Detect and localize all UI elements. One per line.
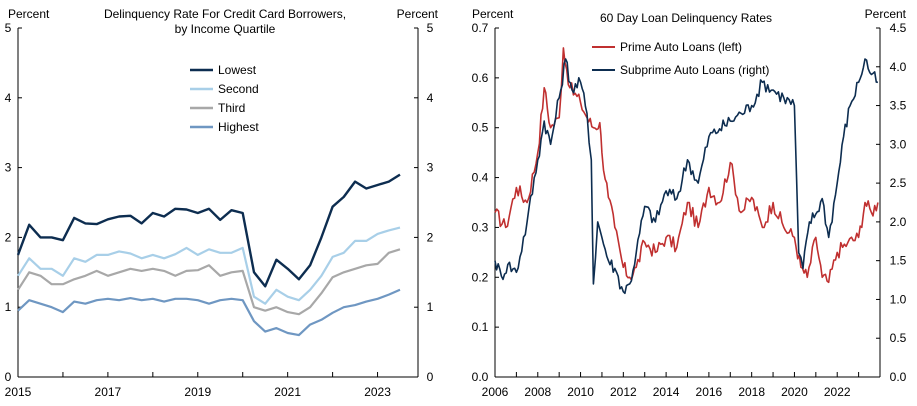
right-chart-legend-label-subprime: Subprime Auto Loans (right) <box>620 63 769 77</box>
right-chart-xtick-label: 2014 <box>653 385 680 399</box>
right-chart-ytick-label-left: 0.3 <box>472 220 489 234</box>
left-chart-ytick-label-right: 4 <box>427 91 434 105</box>
left-chart-legend-label-third: Third <box>218 101 245 115</box>
right-chart-xtick-label: 2010 <box>567 385 594 399</box>
left-chart-ytick-label-left: 1 <box>5 300 12 314</box>
right-chart-ytick-label-left: 0.0 <box>472 370 489 384</box>
right-chart-xtick-label: 2012 <box>610 385 637 399</box>
left-chart-axes: 0 0 1 1 2 2 3 3 4 4 5 5 2015 2017 2019 2021 2023 <box>5 21 434 399</box>
right-chart-series-subprime-auto-line <box>494 58 878 295</box>
right-chart-legend-label-prime: Prime Auto Loans (left) <box>620 40 742 54</box>
right-chart-ylabel-right: Percent <box>865 7 907 21</box>
left-chart-legend-label-highest: Highest <box>218 120 259 134</box>
right-chart-xtick-label: 2016 <box>696 385 723 399</box>
right-chart-ytick-label-right: 0.0 <box>890 370 907 384</box>
left-chart-series-second-line <box>17 226 401 305</box>
left-chart-legend-label-lowest: Lowest <box>218 63 257 77</box>
left-chart-ytick-label-right: 1 <box>427 300 434 314</box>
right-chart-xtick-label: 2022 <box>824 385 851 399</box>
left-chart-legend: Lowest Second Third Highest <box>190 63 259 134</box>
right-chart-xtick-label: 2020 <box>781 385 808 399</box>
left-chart-ytick-label-right: 0 <box>427 370 434 384</box>
right-chart-ytick-label-right: 4.5 <box>890 21 907 35</box>
right-chart-series-prime-auto-line <box>494 47 879 284</box>
credit-card-delinquency-chart: Percent Percent Delinquency Rate For Cre… <box>5 7 439 399</box>
left-chart-xtick-label: 2023 <box>364 385 391 399</box>
left-chart-xtick-label: 2017 <box>95 385 122 399</box>
right-chart-ytick-label-right: 2.5 <box>890 176 907 190</box>
left-chart-xtick-label: 2021 <box>274 385 301 399</box>
left-chart-series <box>16 173 401 337</box>
left-chart-series-third-line <box>17 248 401 316</box>
left-chart-xtick-label: 2015 <box>5 385 32 399</box>
right-chart-ytick-label-left: 0.7 <box>472 21 489 35</box>
left-chart-series-lowest-line <box>16 173 401 288</box>
right-chart-ylabel-left: Percent <box>472 7 514 21</box>
left-chart-ylabel-right: Percent <box>397 7 439 21</box>
right-chart-title: 60 Day Loan Delinquency Rates <box>600 11 772 25</box>
right-chart-xtick-label: 2006 <box>482 385 509 399</box>
right-chart-ytick-label-right: 2.0 <box>890 215 907 229</box>
right-chart-axes: 0.0 0.1 0.2 0.3 0.4 0.5 0.6 0.7 0.0 0.5 1.0 1.5 2.0 2… <box>472 21 907 399</box>
right-chart-ytick-label-left: 0.4 <box>472 171 489 185</box>
right-chart-ytick-label-right: 3.0 <box>890 137 907 151</box>
right-chart-xtick-label: 2008 <box>524 385 551 399</box>
right-chart-ytick-label-left: 0.2 <box>472 270 489 284</box>
right-chart-ytick-label-left: 0.6 <box>472 71 489 85</box>
right-chart-ytick-label-left: 0.1 <box>472 320 489 334</box>
left-chart-ytick-label-right: 2 <box>427 230 434 244</box>
left-chart-ytick-label-left: 0 <box>5 370 12 384</box>
right-chart-series <box>494 47 879 295</box>
auto-loan-delinquency-chart: Percent Percent 60 Day Loan Delinquency … <box>472 7 907 399</box>
left-chart-ytick-label-right: 3 <box>427 161 434 175</box>
left-chart-ylabel-left: Percent <box>8 7 50 21</box>
left-chart-title-line1: Delinquency Rate For Credit Card Borrowe… <box>104 7 346 21</box>
left-chart-ytick-label-left: 3 <box>5 161 12 175</box>
left-chart-ytick-label-left: 5 <box>5 21 12 35</box>
left-chart-title-line2: by Income Quartile <box>175 22 276 36</box>
right-chart-legend: Prime Auto Loans (left) Subprime Auto Loa… <box>592 40 769 77</box>
right-chart-ytick-label-right: 0.5 <box>890 331 907 345</box>
right-chart-ytick-label-right: 3.5 <box>890 99 907 113</box>
right-chart-ytick-label-right: 1.5 <box>890 254 907 268</box>
right-chart-ytick-label-left: 0.5 <box>472 121 489 135</box>
left-chart-xtick-label: 2019 <box>184 385 211 399</box>
left-chart-ytick-label-left: 2 <box>5 230 12 244</box>
left-chart-legend-label-second: Second <box>218 82 259 96</box>
left-chart-series-highest-line <box>17 288 401 337</box>
left-chart-ytick-label-left: 4 <box>5 91 12 105</box>
right-chart-ytick-label-right: 4.0 <box>890 60 907 74</box>
right-chart-ytick-label-right: 1.0 <box>890 292 907 306</box>
right-chart-xtick-label: 2018 <box>738 385 765 399</box>
left-chart-ytick-label-right: 5 <box>427 21 434 35</box>
